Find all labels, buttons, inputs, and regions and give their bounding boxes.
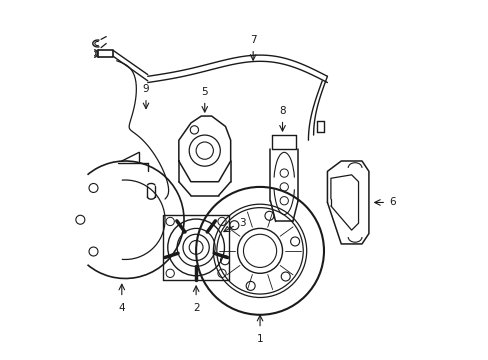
Text: 5: 5 — [201, 87, 207, 97]
Text: 8: 8 — [279, 106, 285, 116]
Text: 4: 4 — [118, 303, 125, 313]
Text: 2: 2 — [192, 303, 199, 313]
Text: 3: 3 — [239, 218, 245, 228]
Text: 6: 6 — [388, 198, 395, 207]
Text: 7: 7 — [249, 35, 256, 45]
Text: 9: 9 — [142, 84, 149, 94]
Text: 1: 1 — [256, 334, 263, 344]
